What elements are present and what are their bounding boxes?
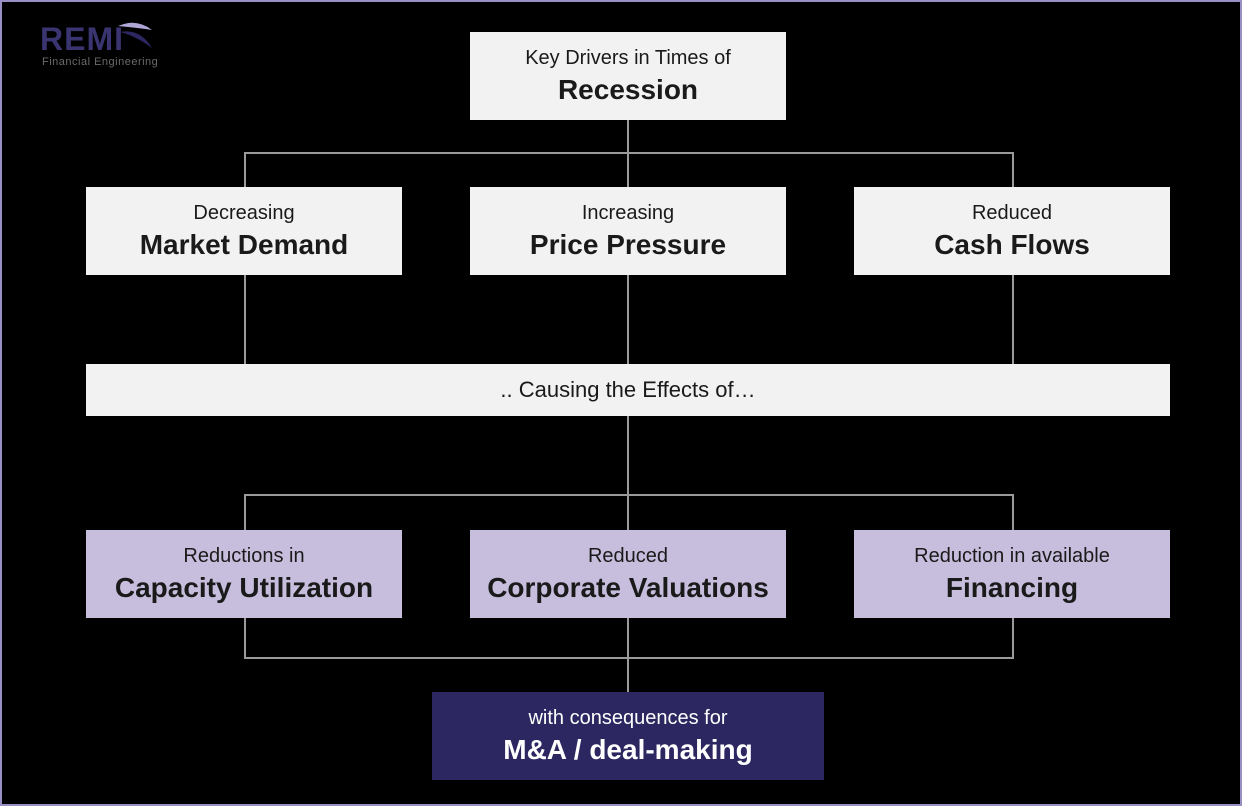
node-bottom-consequences: with consequences forM&A / deal-making [432, 692, 824, 780]
connector-line [627, 618, 629, 692]
connector-line [1012, 618, 1014, 658]
connector-line [627, 120, 629, 153]
node-top-recession-bold: Recession [558, 72, 698, 108]
node-effect-2-bold: Financing [946, 570, 1078, 606]
node-driver-2-bold: Cash Flows [934, 227, 1090, 263]
logo-brand-text: REMI [40, 21, 124, 57]
node-driver-2: ReducedCash Flows [854, 187, 1170, 275]
node-effect-1: ReducedCorporate Valuations [470, 530, 786, 618]
connector-line [244, 152, 246, 188]
logo-brand: REMI [40, 20, 154, 58]
connector-line [1012, 152, 1014, 188]
node-bottom-consequences-bold: M&A / deal-making [503, 732, 752, 768]
connector-line [1012, 275, 1014, 365]
node-driver-1-small: Increasing [582, 199, 674, 227]
node-bridge-causing-text: .. Causing the Effects of… [500, 377, 755, 403]
connector-line [627, 416, 629, 494]
node-bottom-consequences-small: with consequences for [528, 704, 727, 732]
node-effect-1-bold: Corporate Valuations [487, 570, 769, 606]
logo-swoosh-icon [124, 20, 154, 50]
node-effect-2: Reduction in availableFinancing [854, 530, 1170, 618]
node-effect-0-bold: Capacity Utilization [115, 570, 373, 606]
node-top-recession: Key Drivers in Times ofRecession [470, 32, 786, 120]
node-top-recession-small: Key Drivers in Times of [525, 44, 731, 72]
node-effect-0: Reductions inCapacity Utilization [86, 530, 402, 618]
connector-line [244, 494, 1014, 496]
connector-line [244, 494, 246, 531]
connector-line [244, 152, 1014, 154]
node-driver-0-small: Decreasing [193, 199, 294, 227]
connector-line [244, 657, 1014, 659]
node-driver-1-bold: Price Pressure [530, 227, 726, 263]
connector-line [1012, 494, 1014, 531]
node-bridge-causing: .. Causing the Effects of… [86, 364, 1170, 416]
connector-line [627, 494, 629, 531]
node-effect-2-small: Reduction in available [914, 542, 1110, 570]
node-effect-1-small: Reduced [588, 542, 668, 570]
node-driver-2-small: Reduced [972, 199, 1052, 227]
logo-tagline: Financial Engineering [42, 56, 158, 68]
connector-line [627, 275, 629, 365]
node-driver-1: IncreasingPrice Pressure [470, 187, 786, 275]
node-driver-0-bold: Market Demand [140, 227, 349, 263]
node-driver-0: DecreasingMarket Demand [86, 187, 402, 275]
connector-line [627, 152, 629, 188]
connector-line [244, 275, 246, 365]
node-effect-0-small: Reductions in [183, 542, 304, 570]
connector-line [244, 618, 246, 658]
